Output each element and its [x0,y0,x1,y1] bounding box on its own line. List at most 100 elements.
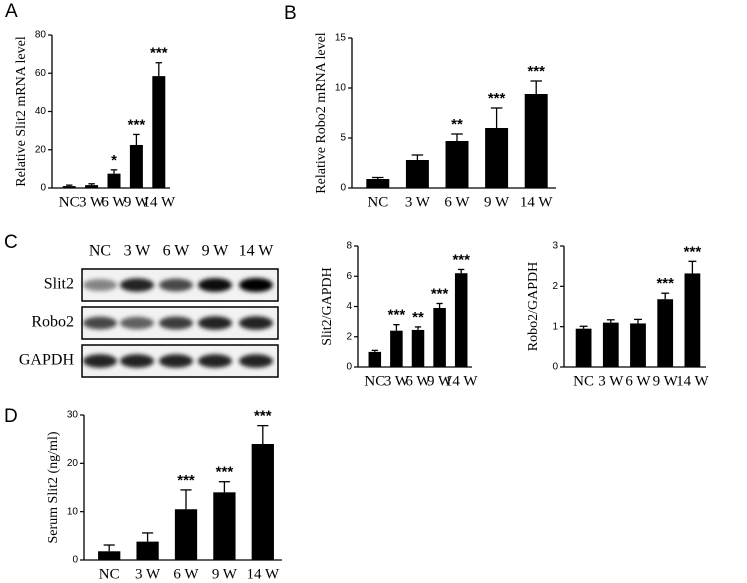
x-tick-label: 14 W [246,566,279,582]
x-tick-label: 9 W [653,373,679,389]
bar [107,173,121,188]
x-tick-label: 14 W [445,373,478,389]
y-tick-label: 0 [552,362,558,373]
y-axis-label: Serum Slit2 (ng/ml) [46,431,61,543]
band [120,278,154,292]
bar [602,322,619,367]
significance: *** [488,90,506,107]
bar [368,351,382,367]
row-label: Robo2 [31,314,74,331]
y-tick-label: 4 [346,301,352,312]
x-tick-label: 3 W [384,373,410,389]
band [159,316,193,330]
x-tick-label: NC [99,566,120,582]
panel-label: A [5,1,18,22]
bar [411,329,425,367]
bar [445,141,469,188]
bar [251,444,274,560]
x-tick-label: 3 W [598,373,624,389]
lane-label: 14 W [239,243,275,260]
bar [405,160,429,188]
significance: * [111,152,117,169]
bar [657,299,674,367]
band [198,316,232,330]
x-tick-label: NC [59,194,80,210]
band [239,316,273,330]
x-tick-label: 14 W [142,194,175,210]
y-tick-label: 8 [346,241,352,252]
significance: *** [150,45,168,62]
x-tick-label: 6 W [625,373,651,389]
x-tick-label: 9 W [484,194,510,210]
x-tick-label: 6 W [444,194,470,210]
y-tick-label: 40 [35,106,47,117]
bar [390,330,403,367]
western-blot: NC 3 W 6 W 9 W 14 W Slit2 Robo2 GAPDH [19,243,279,378]
significance: *** [388,307,406,324]
bar [213,492,236,560]
significance: *** [128,116,146,133]
band [198,278,232,292]
row-label: GAPDH [19,352,75,369]
bar [366,179,390,188]
y-tick-label: 10 [335,83,347,94]
bar [454,273,468,367]
bar [152,76,166,188]
y-tick-label: 15 [335,33,347,44]
significance: *** [431,285,449,302]
x-tick-label: 3 W [135,566,161,582]
y-axis-label: Robo2/GAPDH [526,262,541,351]
y-tick-label: 6 [346,271,352,282]
x-tick-label: 14 W [520,194,553,210]
x-tick-label: NC [573,373,594,389]
significance: *** [216,464,234,481]
x-tick-label: NC [364,373,385,389]
bar [85,185,99,188]
bar [174,509,198,560]
band [120,354,154,368]
x-tick-label: 9 W [427,373,453,389]
x-tick-label: 3 W [79,194,105,210]
x-tick-label: 6 W [101,194,127,210]
y-tick-label: 80 [35,30,47,41]
lane-label: 9 W [202,243,230,260]
panel-label: D [4,406,18,427]
band [159,278,193,292]
x-tick-label: 6 W [173,566,199,582]
y-tick-label: 1 [552,321,558,332]
x-tick-label: 14 W [676,373,709,389]
lane-label: 6 W [163,243,191,260]
lane-label: 3 W [124,243,152,260]
band [159,354,193,368]
x-tick-label: NC [367,194,388,210]
lane-label: NC [89,243,111,260]
y-tick-label: 20 [67,458,79,469]
panel-label: C [4,232,18,253]
y-axis-label: Relative Robo2 mRNA level [314,32,329,193]
significance: ** [412,309,424,326]
bar [575,328,592,367]
x-tick-label: 9 W [212,566,238,582]
bar [684,273,701,367]
y-tick-label: 0 [72,555,78,566]
band [120,316,154,330]
row-label: Slit2 [44,276,74,293]
x-tick-label: 6 W [405,373,431,389]
bar [485,128,509,188]
bar [524,94,548,188]
band [83,279,117,291]
y-tick-label: 2 [346,331,352,342]
bar [433,308,446,367]
significance: *** [254,408,272,425]
band [239,354,273,368]
significance: *** [527,63,545,80]
band [83,354,117,368]
panel-label: B [284,3,297,24]
significance: *** [452,251,470,268]
y-tick-label: 0 [346,362,352,373]
y-tick-label: 0 [40,183,46,194]
band [83,316,117,330]
significance: *** [656,275,674,292]
bar [630,323,646,367]
